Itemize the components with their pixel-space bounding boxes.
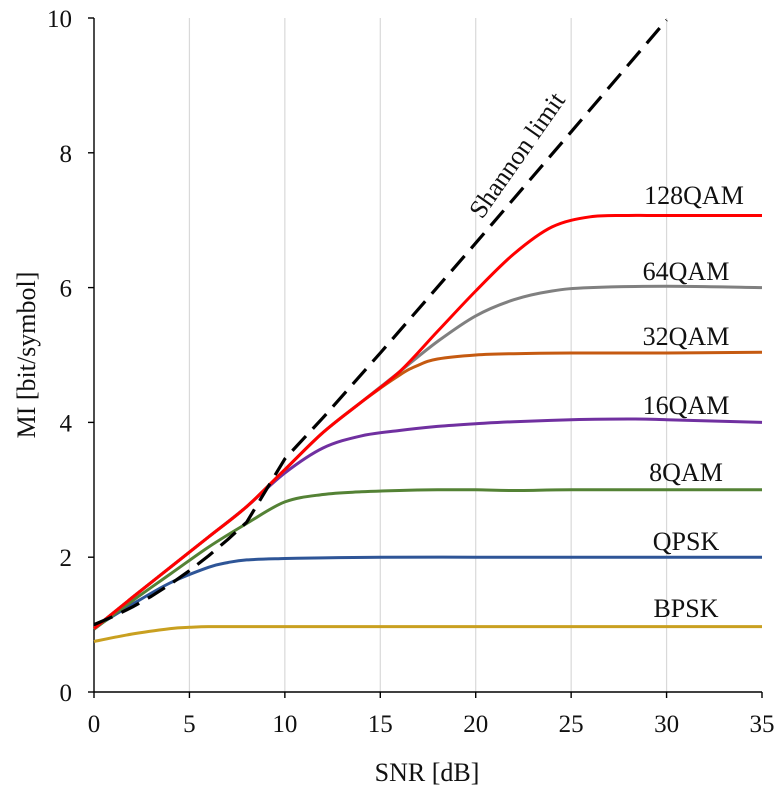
x-tick-label: 35 <box>750 711 775 738</box>
series-label-128qam: 128QAM <box>644 181 744 210</box>
y-tick-label: 10 <box>47 6 72 33</box>
series-line-bpsk <box>93 625 762 643</box>
series-layer <box>93 18 763 643</box>
series-label-bpsk: BPSK <box>653 594 718 623</box>
x-tick-label: 30 <box>654 711 679 738</box>
y-tick-label: 8 <box>60 141 73 168</box>
y-axis-title: MI [bit/symbol] <box>12 272 41 439</box>
series-line-shannon-limit <box>93 18 668 627</box>
x-tick-label: 15 <box>368 711 393 738</box>
series-label-8qam: 8QAM <box>649 458 723 487</box>
y-tick-label: 4 <box>60 410 73 437</box>
x-tick-label: 0 <box>88 711 101 738</box>
series-line-8qam <box>93 488 762 631</box>
ticks-layer: 0 2 4 6 8 10 0 5 10 15 20 25 30 35 <box>47 6 775 738</box>
series-label-16qam: 16QAM <box>643 391 730 420</box>
y-tick-label: 6 <box>60 276 73 303</box>
series-label-32qam: 32QAM <box>643 322 730 351</box>
x-tick-label: 20 <box>463 711 488 738</box>
x-axis-title: SNR [dB] <box>375 758 480 787</box>
y-tick-label: 2 <box>60 545 73 572</box>
series-label-qpsk: QPSK <box>653 527 720 556</box>
series-line-qpsk <box>93 555 762 630</box>
series-label-64qam: 64QAM <box>643 257 730 286</box>
series-line-128qam <box>93 213 762 630</box>
y-tick-label: 0 <box>60 680 73 707</box>
axes-layer <box>93 18 762 693</box>
x-tick-label: 10 <box>272 711 297 738</box>
x-tick-label: 5 <box>183 711 196 738</box>
x-tick-label: 25 <box>559 711 584 738</box>
